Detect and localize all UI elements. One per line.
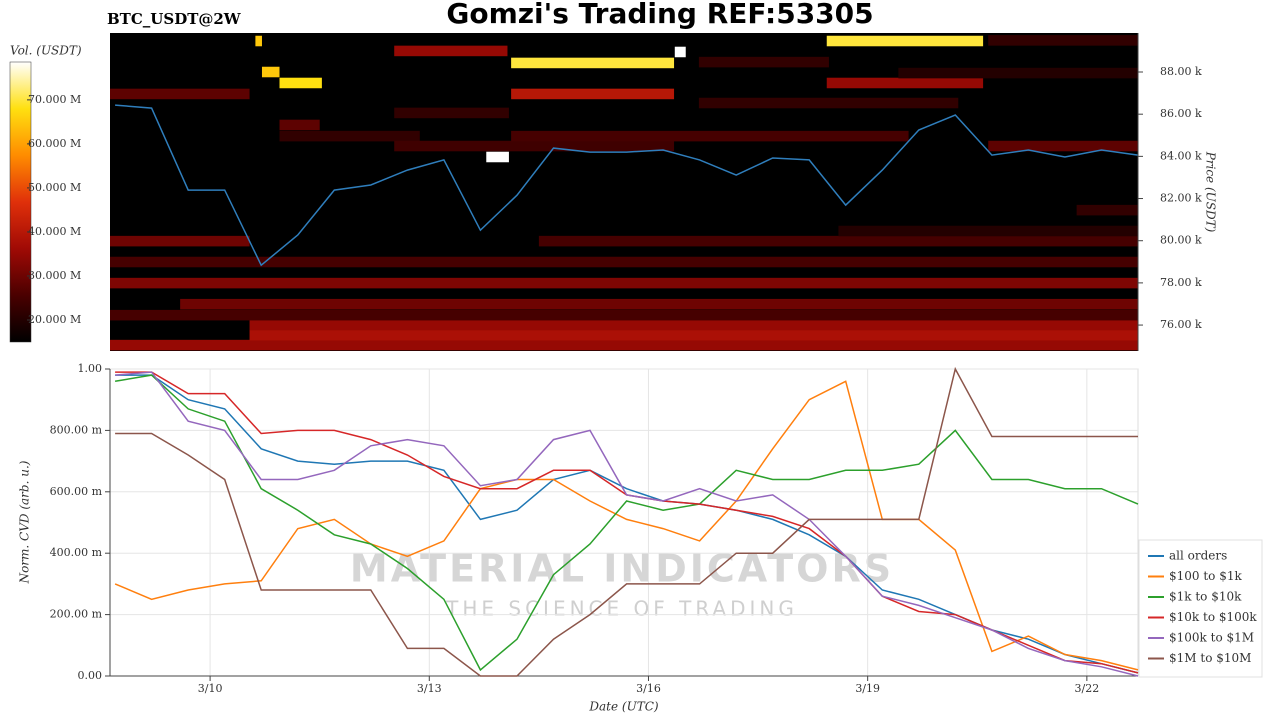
heatmap-cell [988, 140, 1138, 152]
heatmap-cell [486, 151, 509, 163]
x-tick-label: 3/22 [1075, 682, 1100, 695]
legend-label: $10k to $100k [1169, 610, 1257, 624]
heatmap-cell [988, 35, 1138, 46]
heatmap-cell [826, 77, 984, 89]
x-tick-label: 3/19 [855, 682, 880, 695]
y-axis-label: Norm. CVD (arb. u.) [18, 460, 32, 584]
y-tick-label: 200.00 m [50, 608, 103, 621]
heatmap-cell [826, 35, 984, 47]
x-tick-label: 3/10 [198, 682, 223, 695]
colorbar [9, 61, 32, 343]
heatmap-cell [110, 88, 250, 100]
colorbar-tick-label: 20.000 M [28, 313, 81, 326]
heatmap-cell [249, 319, 1139, 331]
watermark-subtitle: THE SCIENCE OF TRADING [445, 597, 798, 621]
series-line [115, 371, 1139, 677]
legend-box [1138, 539, 1263, 678]
heatmap-cell [249, 329, 1139, 341]
colorbar-label: Vol. (USDT) [10, 44, 82, 58]
y-tick-label: 86.00 k [1160, 107, 1202, 120]
heatmap-cell [279, 77, 322, 89]
heatmap-cell [261, 66, 280, 78]
legend-label: all orders [1169, 549, 1227, 563]
series-line [114, 374, 1139, 672]
heatmap-cell [279, 119, 320, 131]
heatmap-cell [110, 256, 1138, 268]
x-axis-label: Date (UTC) [588, 700, 658, 714]
heatmap-cell [394, 140, 675, 152]
colorbar-tick-label: 30.000 M [28, 269, 81, 282]
series-line [114, 380, 1139, 671]
price-line [115, 104, 1139, 267]
y-tick-label: 82.00 k [1160, 192, 1202, 205]
y-tick-label: 600.00 m [50, 485, 103, 498]
heatmap-cell [898, 67, 1138, 79]
heatmap-cell [698, 97, 959, 109]
legend-label: $1k to $10k [1169, 590, 1242, 604]
y-tick-label: 88.00 k [1160, 65, 1202, 78]
heatmap-cell [255, 35, 262, 47]
y-tick-label: 76.00 k [1160, 318, 1202, 331]
heatmap-cell [110, 339, 1138, 351]
y-tick-label: 800.00 m [50, 423, 103, 436]
y-tick-label: 84.00 k [1160, 149, 1202, 162]
heatmap-cell [838, 225, 1138, 237]
heatmap-cell [698, 56, 829, 68]
heatmap-cell [110, 309, 1138, 321]
y-tick-label: 78.00 k [1160, 276, 1202, 289]
y-tick-label: 400.00 m [50, 546, 103, 559]
y-tick-label: 80.00 k [1160, 234, 1202, 247]
colorbar-tick-label: 40.000 M [28, 225, 81, 238]
y-tick-label: 1.00 [78, 362, 103, 375]
legend-label: $100 to $1k [1169, 569, 1242, 583]
colorbar-tick-label: 70.000 M [28, 93, 81, 106]
heatmap-cell [394, 107, 509, 119]
heatmap-cell [538, 235, 1138, 247]
heatmap-cell [180, 298, 1138, 310]
legend-label: $1M to $10M [1169, 651, 1251, 665]
heatmap-cell [674, 46, 686, 58]
page-title: Gomzi's Trading REF:53305 [446, 0, 873, 30]
heatmap-cell [511, 88, 675, 100]
colorbar-tick-label: 60.000 M [28, 137, 81, 150]
heatmap-cell [110, 235, 250, 247]
symbol-label: BTC_USDT@2W [107, 10, 242, 28]
heatmap-cell [110, 277, 1138, 289]
watermark-title: MATERIAL INDICATORS [350, 547, 894, 591]
legend-label: $100k to $1M [1169, 631, 1254, 645]
series-line [115, 366, 1138, 677]
x-tick-label: 3/16 [636, 682, 661, 695]
colorbar-tick-label: 50.000 M [28, 181, 81, 194]
heatmap-cell [394, 45, 508, 57]
y-axis-label: Price (USDT) [1204, 151, 1218, 233]
x-tick-label: 3/13 [417, 682, 442, 695]
heatmap-cell [511, 57, 675, 69]
heatmap-cell [1076, 204, 1138, 216]
y-tick-label: 0.00 [78, 669, 103, 682]
heatmap-cell [511, 130, 909, 142]
heatmap-cell [279, 130, 420, 142]
cvd-plot-area [109, 368, 1139, 677]
